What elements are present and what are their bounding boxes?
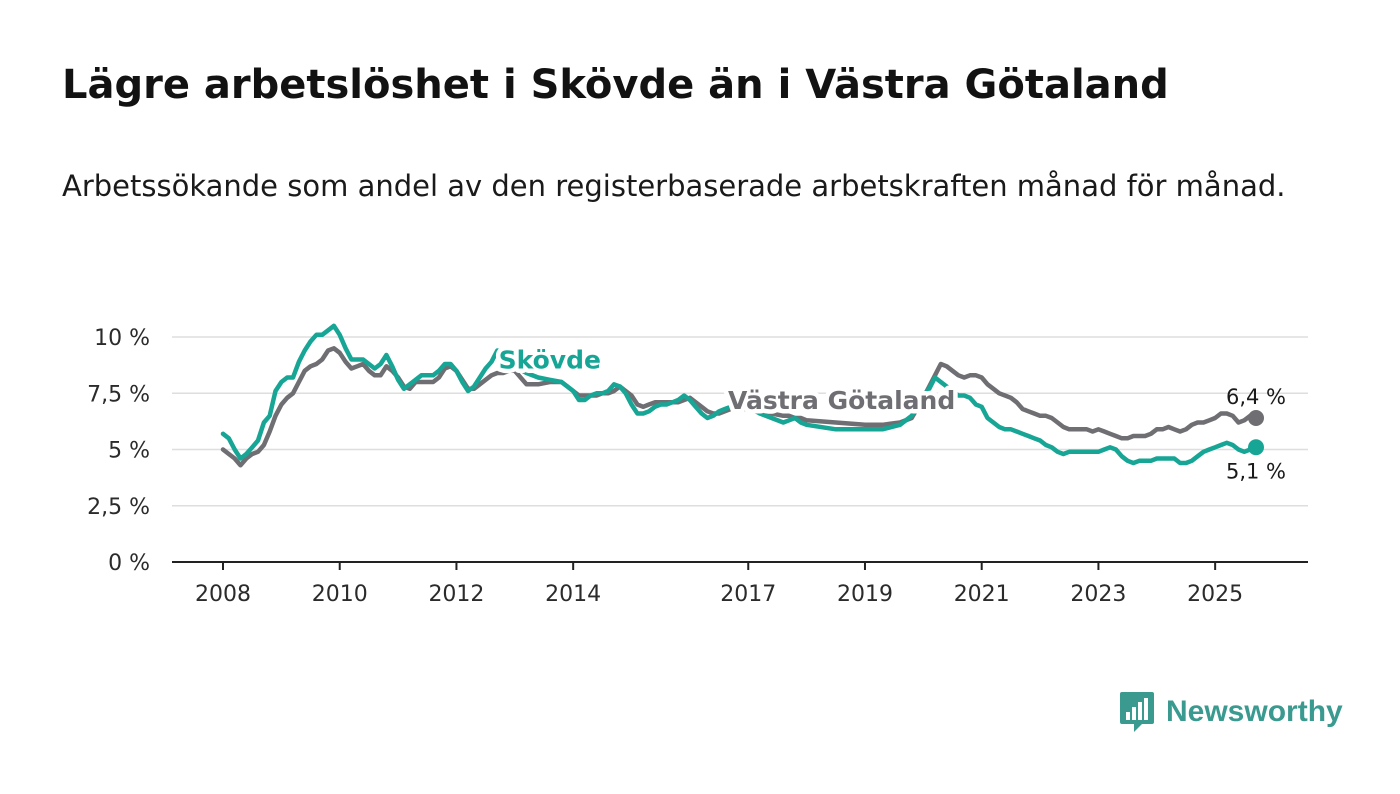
brand-name: Newsworthy [1166, 695, 1343, 728]
end-point-v-stra-g-taland [1248, 410, 1264, 426]
newsworthy-logo[interactable]: Newsworthy [1118, 690, 1343, 734]
x-tick-label: 2017 [720, 582, 776, 607]
x-tick-label: 2023 [1070, 582, 1126, 607]
x-tick-label: 2021 [954, 582, 1010, 607]
series-line-sk-vde [220, 323, 1259, 466]
x-tick-label: 2014 [545, 582, 601, 607]
x-tick-label: 2010 [312, 582, 368, 607]
series-line-v-stra-g-taland [220, 346, 1259, 468]
series-label-v-stra-g-taland: Västra Götaland [728, 386, 955, 415]
newsworthy-logo-icon [1120, 692, 1154, 732]
y-tick-label: 10 % [94, 326, 150, 351]
x-tick-label: 2025 [1187, 582, 1243, 607]
end-point-sk-vde [1248, 439, 1264, 456]
chart-title: Lägre arbetslöshet i Skövde än i Västra … [62, 62, 1169, 108]
x-tick-label: 2012 [428, 582, 484, 607]
series-label-sk-vde: Skövde [499, 346, 601, 375]
chart-subtitle: Arbetssökande som andel av den registerb… [62, 169, 1286, 203]
x-tick-label: 2008 [195, 582, 251, 607]
end-label-skovde: 5,1 % [1226, 459, 1286, 483]
y-tick-label: 2,5 % [87, 495, 150, 520]
y-tick-label: 0 % [108, 551, 150, 576]
y-tick-label: 5 % [108, 439, 150, 464]
y-tick-label: 7,5 % [87, 382, 150, 407]
x-tick-label: 2019 [837, 582, 893, 607]
end-label-vastra-gotaland: 6,4 % [1226, 385, 1286, 409]
